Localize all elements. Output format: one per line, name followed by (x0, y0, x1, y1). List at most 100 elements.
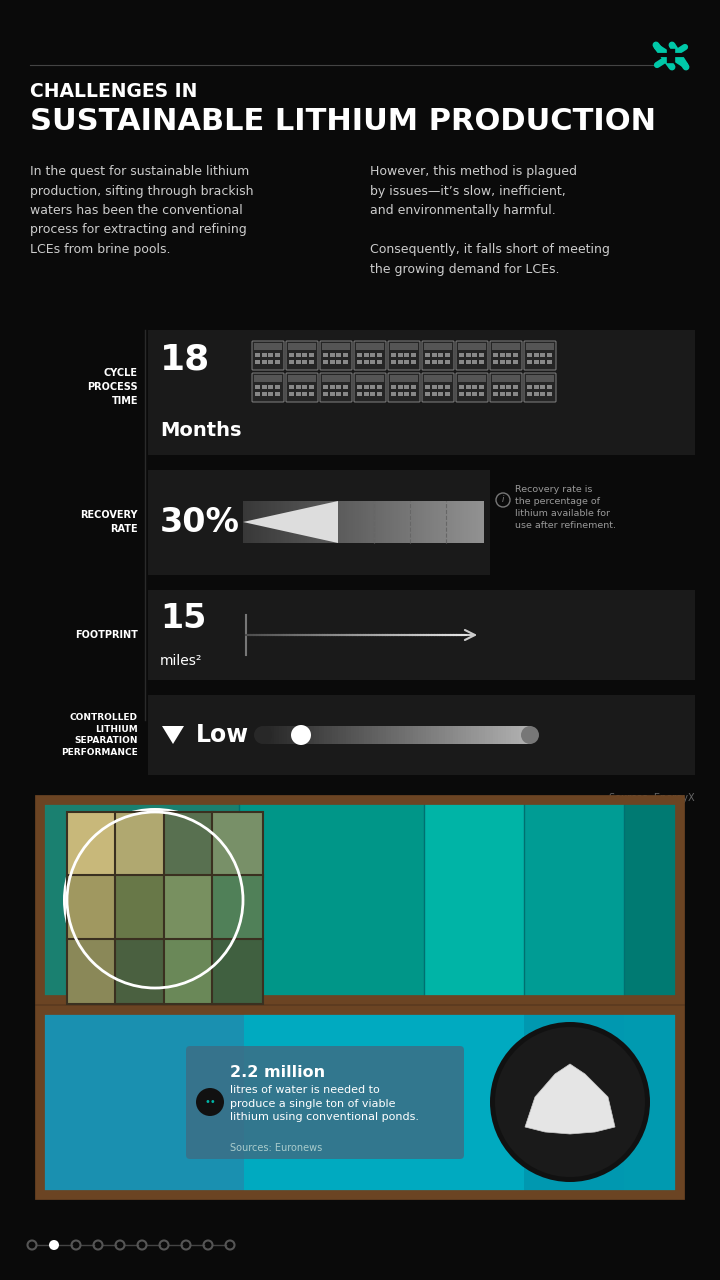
Circle shape (490, 1021, 650, 1181)
Text: CYCLE
PROCESS
TIME: CYCLE PROCESS TIME (87, 369, 138, 406)
Bar (299, 500, 302, 543)
FancyBboxPatch shape (286, 340, 318, 370)
Bar (243, 500, 246, 543)
Bar (426, 500, 430, 543)
Bar (391, 726, 395, 744)
Bar (424, 500, 428, 543)
Bar (444, 392, 449, 396)
Bar (466, 360, 470, 364)
Bar (306, 726, 310, 744)
Text: Months: Months (160, 421, 241, 440)
Bar (418, 726, 421, 744)
Bar (495, 726, 499, 744)
Bar (212, 876, 264, 941)
Text: CHALLENGES IN: CHALLENGES IN (30, 82, 197, 101)
Bar (327, 500, 330, 543)
Bar (289, 353, 294, 357)
Bar (478, 500, 482, 543)
Bar (255, 392, 260, 396)
Bar (387, 500, 390, 543)
Bar (271, 500, 274, 543)
Bar (295, 353, 300, 357)
Bar (404, 353, 409, 357)
Bar (466, 385, 470, 389)
Circle shape (291, 724, 311, 745)
Bar (493, 385, 498, 389)
FancyBboxPatch shape (354, 372, 386, 402)
Bar (540, 392, 545, 396)
Bar (472, 385, 477, 389)
Bar (319, 726, 323, 744)
Bar (277, 500, 280, 543)
Bar (254, 343, 282, 349)
Bar (431, 385, 436, 389)
Bar (380, 726, 384, 744)
Bar (397, 726, 400, 744)
Bar (302, 353, 307, 357)
Bar (377, 360, 382, 364)
Bar (492, 375, 520, 381)
Bar (462, 500, 466, 543)
Bar (416, 500, 420, 543)
Bar (477, 726, 480, 744)
FancyBboxPatch shape (490, 340, 522, 370)
Bar (379, 500, 382, 543)
Bar (500, 353, 505, 357)
Bar (268, 392, 273, 396)
Bar (500, 360, 505, 364)
Bar (282, 726, 285, 744)
Bar (345, 500, 348, 543)
Bar (291, 500, 294, 543)
Bar (357, 392, 362, 396)
Bar (364, 385, 369, 389)
Bar (466, 500, 469, 543)
Bar (266, 726, 269, 744)
Bar (444, 385, 449, 389)
Bar (268, 353, 273, 357)
Bar (271, 726, 275, 744)
Bar (410, 726, 413, 744)
Bar (273, 500, 276, 543)
Bar (353, 500, 356, 543)
Text: SUSTAINABLE LITHIUM PRODUCTION: SUSTAINABLE LITHIUM PRODUCTION (30, 108, 656, 136)
Bar (546, 385, 552, 389)
Circle shape (196, 1088, 224, 1116)
Bar (333, 726, 336, 744)
Bar (354, 726, 357, 744)
Bar (400, 500, 404, 543)
Bar (534, 360, 539, 364)
Bar (372, 500, 376, 543)
Bar (268, 385, 273, 389)
Text: However, this method is plagued
by issues—it’s slow, inefficient,
and environmen: However, this method is plagued by issue… (370, 165, 610, 275)
FancyBboxPatch shape (456, 372, 488, 402)
Bar (356, 726, 360, 744)
Bar (67, 938, 118, 1004)
Bar (506, 726, 510, 744)
Text: miles²: miles² (160, 654, 202, 668)
Bar (309, 500, 312, 543)
Bar (527, 392, 532, 396)
Bar (263, 500, 266, 543)
Bar (522, 726, 526, 744)
Bar (624, 804, 684, 996)
Bar (367, 726, 371, 744)
Bar (540, 353, 545, 357)
Bar (514, 726, 518, 744)
Bar (359, 726, 363, 744)
Bar (328, 500, 332, 543)
Bar (254, 375, 282, 381)
Bar (239, 804, 424, 996)
Bar (447, 726, 451, 744)
Bar (386, 726, 390, 744)
Bar (295, 392, 300, 396)
Polygon shape (162, 726, 184, 744)
Bar (420, 500, 424, 543)
Bar (493, 392, 498, 396)
Bar (402, 726, 405, 744)
Bar (351, 726, 355, 744)
Bar (444, 353, 449, 357)
Bar (255, 500, 258, 543)
Bar (343, 392, 348, 396)
Bar (320, 500, 324, 543)
Bar (492, 343, 520, 349)
